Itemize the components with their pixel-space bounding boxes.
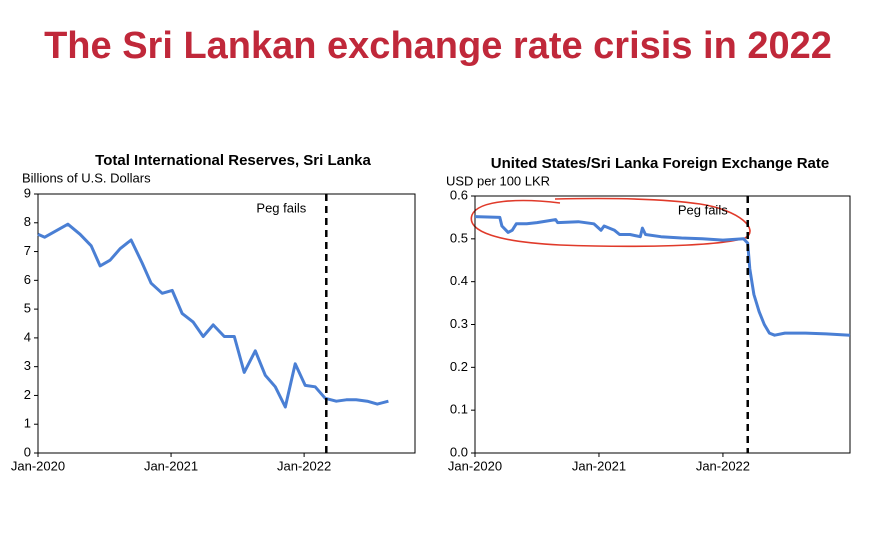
x-tick-label: Jan-2021 — [144, 458, 198, 473]
y-tick-label: 0.0 — [450, 444, 468, 459]
y-tick-label: 9 — [24, 185, 31, 200]
slide-title: The Sri Lankan exchange rate crisis in 2… — [44, 25, 832, 67]
x-tick-label: Jan-2022 — [696, 458, 750, 473]
y-tick-label: 0.1 — [450, 402, 468, 417]
y-axis-label: USD per 100 LKR — [446, 173, 550, 188]
y-tick-label: 8 — [24, 214, 31, 229]
y-tick-label: 1 — [24, 416, 31, 431]
x-tick-label: Jan-2020 — [448, 458, 502, 473]
y-tick-label: 0.5 — [450, 230, 468, 245]
y-tick-label: 3 — [24, 358, 31, 373]
y-axis-label: Billions of U.S. Dollars — [22, 170, 151, 185]
y-tick-label: 6 — [24, 272, 31, 287]
y-tick-label: 0.2 — [450, 359, 468, 374]
plot-frame — [474, 195, 851, 454]
chart-title: United States/Sri Lanka Foreign Exchange… — [491, 155, 829, 172]
y-tick-label: 0.6 — [450, 187, 468, 202]
chart-title: Total International Reserves, Sri Lanka — [95, 152, 371, 169]
hand-drawn-circle — [470, 197, 751, 248]
x-tick-label: Jan-2020 — [11, 458, 65, 473]
plot-frame — [37, 193, 416, 454]
y-tick-label: 4 — [24, 329, 31, 344]
y-tick-label: 0 — [24, 444, 31, 459]
y-tick-label: 2 — [24, 387, 31, 402]
y-tick-label: 0.3 — [450, 316, 468, 331]
peg-label: Peg fails — [256, 200, 306, 215]
x-tick-label: Jan-2021 — [572, 458, 626, 473]
peg-label: Peg fails — [678, 202, 728, 217]
y-tick-label: 5 — [24, 301, 31, 316]
y-tick-label: 7 — [24, 243, 31, 258]
y-tick-label: 0.4 — [450, 273, 468, 288]
x-tick-label: Jan-2022 — [277, 458, 331, 473]
data-line — [37, 222, 389, 409]
data-line — [474, 215, 851, 337]
